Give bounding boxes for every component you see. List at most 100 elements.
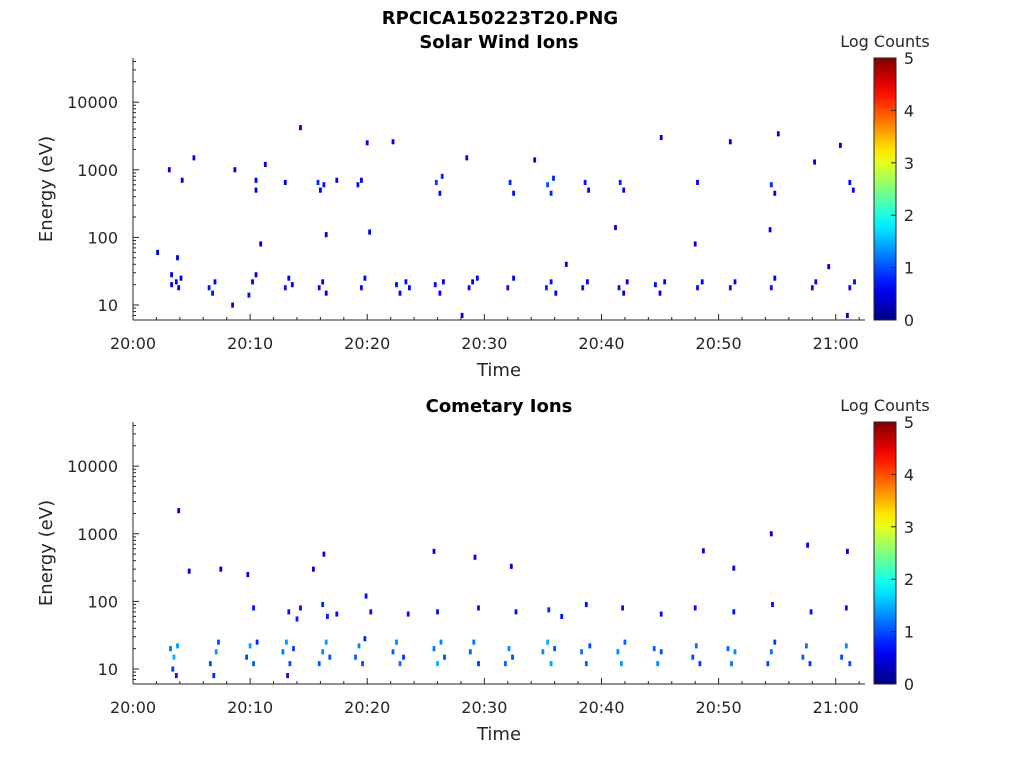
y-tick-label: 10000: [67, 457, 118, 476]
spectrogram-cell: [283, 179, 287, 185]
spectrogram-cell: [434, 179, 438, 185]
spectrogram-cell: [506, 285, 510, 291]
spectrogram-cell: [252, 605, 255, 611]
spectrogram-cell: [769, 531, 773, 537]
spectrogram-cell: [290, 282, 294, 288]
spectrogram-cell: [404, 279, 408, 285]
spectrogram-cell: [177, 285, 181, 291]
spectrogram-cell: [176, 643, 179, 649]
spectrogram-cell: [287, 609, 291, 615]
spectrogram-cell: [732, 609, 736, 615]
x-axis-label: Time: [476, 360, 521, 381]
cometary-panel: 20:00 20:10 20:20 20:30 20:40 20:50 21:0010100…: [36, 396, 930, 745]
spectrogram-cell: [813, 159, 816, 165]
x-tick-label: 20:20: [344, 334, 390, 353]
spectrogram-cell: [616, 649, 620, 655]
x-tick-label: 20:30: [461, 334, 507, 353]
spectrogram-cell: [263, 161, 267, 167]
spectrogram-cell: [468, 649, 472, 655]
spectrogram-cell: [254, 272, 258, 278]
spectrogram-cell: [547, 607, 551, 613]
spectrogram-cell: [769, 649, 773, 655]
spectrogram-cell: [564, 261, 568, 267]
spectrogram-cell: [766, 661, 770, 667]
spectrogram-cell: [848, 661, 852, 667]
spectrogram-cell: [213, 279, 217, 285]
spectrogram-cell: [432, 548, 436, 554]
spectrogram-cell: [246, 572, 250, 578]
x-axis-label: Time: [476, 724, 521, 745]
spectrogram-cell: [180, 177, 184, 183]
spectrogram-cell: [773, 639, 777, 645]
spectrogram-cell: [620, 661, 623, 667]
spectrogram-cell: [625, 279, 629, 285]
spectrogram-cell: [288, 661, 292, 667]
spectrogram-cell: [172, 654, 176, 660]
spectrogram-cell: [584, 661, 588, 667]
spectrogram-cells: [156, 125, 856, 318]
spectrogram-cell: [316, 179, 320, 185]
spectrogram-cell: [328, 654, 332, 660]
spectrogram-cell: [406, 611, 410, 617]
x-tick-label: 20:20: [344, 698, 390, 717]
spectrogram-cell: [512, 275, 515, 281]
x-tick-label: 20:40: [578, 334, 624, 353]
spectrogram-cell: [693, 241, 697, 247]
spectrogram-cell: [659, 135, 663, 141]
figure-title: RPCICA150223T20.PNG: [382, 8, 618, 29]
spectrogram-cell: [211, 290, 214, 296]
spectrogram-cell: [475, 275, 479, 281]
spectrogram-cell: [507, 646, 511, 652]
spectrogram-cell: [460, 312, 464, 318]
spectrogram-cell: [398, 290, 402, 296]
spectrogram-cell: [170, 272, 173, 278]
spectrogram-cell: [814, 279, 818, 285]
spectrogram-cell: [231, 302, 234, 308]
spectrogram-cell: [771, 602, 774, 608]
spectrogram-cell: [586, 279, 589, 285]
spectrogram-cell: [508, 179, 512, 185]
spectrogram-cell: [299, 125, 302, 131]
spectrogram-cell: [438, 290, 442, 296]
spectrogram-cell: [805, 643, 808, 649]
spectrogram-cell: [363, 636, 367, 642]
spectrogram-cell: [322, 182, 326, 188]
spectrogram-cell: [587, 187, 590, 193]
spectrogram-cell: [588, 643, 592, 649]
spectrogram-cell: [702, 548, 705, 554]
spectrogram-cell: [292, 646, 295, 652]
spectrogram-cell: [846, 548, 849, 554]
spectrogram-cell: [440, 173, 444, 179]
spectrogram-cell: [652, 646, 656, 652]
spectrogram-cell: [512, 190, 515, 196]
spectrogram-cell: [254, 187, 258, 193]
colorbar-tick-label: 2: [904, 570, 914, 589]
spectrogram-cell: [654, 282, 657, 288]
spectrogram-cell: [176, 255, 179, 261]
spectrogram-cell: [283, 285, 287, 291]
spectrogram-cell: [554, 290, 558, 296]
spectrogram-cell: [471, 279, 474, 285]
spectrogram-cell: [319, 187, 322, 193]
colorbar-label: Log Counts: [840, 32, 930, 51]
spectrogram-cell: [622, 290, 626, 296]
spectrogram-cell: [321, 602, 325, 608]
x-tick-label: 20:00: [110, 698, 156, 717]
spectrogram-cell: [391, 649, 395, 655]
spectrogram-cell: [391, 139, 395, 145]
colorbar-gradient: [873, 421, 897, 685]
spectrogram-cell: [177, 508, 181, 514]
spectrogram-cell: [286, 673, 289, 679]
spectrogram-cell: [439, 639, 443, 645]
spectrogram-cell: [733, 649, 737, 655]
spectrogram-cell: [335, 177, 339, 183]
spectrogram-cell: [354, 654, 357, 660]
spectrogram-cell: [214, 649, 218, 655]
colorbar-tick-label: 3: [904, 518, 914, 537]
spectrogram-cell: [773, 190, 777, 196]
y-tick-label: 100: [87, 592, 118, 611]
spectrogram-cell: [433, 282, 437, 288]
spectrogram-cell: [287, 275, 291, 281]
spectrogram-cell: [584, 602, 588, 608]
spectrogram-cell: [259, 241, 263, 247]
